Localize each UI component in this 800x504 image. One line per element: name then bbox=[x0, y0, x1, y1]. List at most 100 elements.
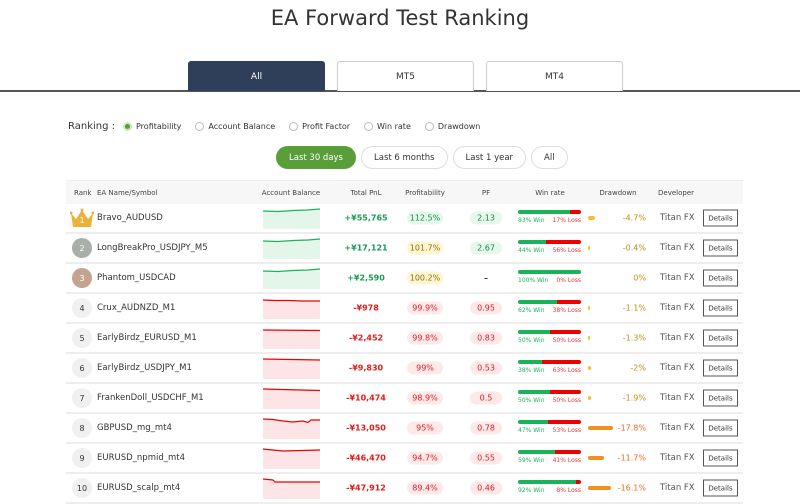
details-button[interactable]: Details bbox=[703, 419, 738, 437]
win-label: 50% Win bbox=[518, 337, 545, 344]
win-label: 47% Win bbox=[518, 427, 545, 434]
profitability-badge: 99.9% bbox=[407, 301, 443, 315]
radio-label: Profit Factor bbox=[302, 122, 351, 131]
col-profitability: Profitability bbox=[405, 188, 445, 197]
details-button[interactable]: Details bbox=[703, 449, 738, 467]
table-row[interactable]: 4 Crux_AUDNZD_M1 -¥978 99.9% 0.95 62% Wi… bbox=[66, 294, 743, 324]
loss-fill bbox=[549, 390, 581, 394]
period-button-last-1-year[interactable]: Last 1 year bbox=[452, 146, 527, 169]
tab-mt4[interactable]: MT4 bbox=[486, 61, 623, 91]
details-button[interactable]: Details bbox=[703, 269, 738, 287]
ea-name[interactable]: FrankenDoll_USDCHF_M1 bbox=[97, 393, 204, 403]
ranking-option-profit-factor[interactable]: Profit Factor bbox=[289, 122, 350, 131]
details-button[interactable]: Details bbox=[703, 209, 738, 227]
ea-name[interactable]: Crux_AUDNZD_M1 bbox=[97, 303, 176, 313]
radio-label: Profitability bbox=[136, 122, 182, 131]
drawdown-value: 0% bbox=[633, 273, 646, 283]
win-fill bbox=[518, 270, 581, 274]
table-row[interactable]: 2 LongBreakPro_USDJPY_M5 +¥17,121 101.7%… bbox=[66, 234, 743, 264]
radio-label: Account Balance bbox=[208, 122, 276, 131]
pf-badge: 0.5 bbox=[470, 391, 502, 405]
developer: Titan FX bbox=[660, 363, 695, 373]
table-row[interactable]: 3 Phantom_USDCAD +¥2,590 100.2% – 100% W… bbox=[66, 264, 743, 294]
ea-name[interactable]: EURUSD_scalp_mt4 bbox=[97, 483, 181, 493]
win-label: 44% Win bbox=[518, 247, 545, 254]
balance-sparkline bbox=[263, 358, 320, 379]
win-rate-bar bbox=[518, 300, 581, 304]
details-button[interactable]: Details bbox=[703, 479, 738, 497]
win-rate: 38% Win 63% Loss bbox=[518, 358, 581, 378]
ranking-option-win-rate[interactable]: Win rate bbox=[364, 122, 411, 131]
radio-icon[interactable] bbox=[289, 122, 299, 131]
balance-sparkline bbox=[263, 388, 320, 409]
win-rate-bar bbox=[518, 270, 581, 274]
details-button[interactable]: Details bbox=[703, 239, 738, 257]
developer: Titan FX bbox=[660, 243, 695, 253]
table-row[interactable]: 5 EarlyBirdz_EURUSD_M1 -¥2,452 99.8% 0.8… bbox=[66, 324, 743, 354]
tab-mt5[interactable]: MT5 bbox=[337, 61, 474, 91]
total-pnl: -¥978 bbox=[353, 303, 379, 313]
table-row[interactable]: 7 FrankenDoll_USDCHF_M1 -¥10,474 98.9% 0… bbox=[66, 384, 743, 414]
table-row[interactable]: 8 GBPUSD_mg_mt4 -¥13,050 95% 0.78 47% Wi… bbox=[66, 414, 743, 444]
developer: Titan FX bbox=[660, 333, 695, 343]
col-pf: PF bbox=[481, 188, 491, 197]
radio-icon[interactable] bbox=[364, 122, 374, 131]
ranking-option-account-balance[interactable]: Account Balance bbox=[195, 122, 275, 131]
ranking-option-profitability[interactable]: Profitability bbox=[123, 122, 181, 131]
win-rate-bar bbox=[518, 210, 581, 214]
details-button[interactable]: Details bbox=[703, 299, 738, 317]
ea-name[interactable]: LongBreakPro_USDJPY_M5 bbox=[97, 243, 208, 253]
ea-name[interactable]: Phantom_USDCAD bbox=[97, 273, 176, 283]
win-rate-bar bbox=[518, 240, 581, 244]
developer: Titan FX bbox=[660, 303, 695, 313]
pf-badge: 0.53 bbox=[470, 361, 502, 375]
table-row[interactable]: 6 EarlyBirdz_USDJPY_M1 -¥9,830 99% 0.53 … bbox=[66, 354, 743, 384]
win-label: 83% Win bbox=[518, 217, 545, 224]
pf-badge: 2.13 bbox=[470, 211, 502, 225]
period-button-last-6-months[interactable]: Last 6 months bbox=[361, 146, 448, 169]
profitability-badge: 112.5% bbox=[407, 211, 443, 225]
radio-icon[interactable] bbox=[424, 122, 434, 131]
ranking-option-drawdown[interactable]: Drawdown bbox=[424, 122, 480, 131]
tab-all[interactable]: All bbox=[188, 61, 325, 91]
crown-icon bbox=[70, 208, 94, 227]
win-rate-bar bbox=[518, 390, 581, 394]
drawdown-value: -2% bbox=[630, 363, 646, 373]
table-row[interactable]: 1 Bravo_AUDUSD +¥55,765 112.5% 2.13 83% … bbox=[66, 204, 743, 234]
developer: Titan FX bbox=[660, 393, 695, 403]
details-button[interactable]: Details bbox=[703, 329, 738, 347]
ea-name[interactable]: GBPUSD_mg_mt4 bbox=[97, 423, 172, 433]
ea-name[interactable]: EarlyBirdz_USDJPY_M1 bbox=[97, 363, 192, 373]
radio-icon[interactable] bbox=[195, 122, 205, 131]
period-filter: Last 30 days Last 6 months Last 1 year All bbox=[276, 146, 573, 169]
drawdown-value: -1.9% bbox=[622, 393, 646, 403]
win-rate-bar bbox=[518, 450, 581, 454]
loss-fill bbox=[557, 300, 581, 304]
win-fill bbox=[518, 390, 550, 394]
win-fill bbox=[518, 420, 548, 424]
table-row[interactable]: 9 EURUSD_npmid_mt4 -¥46,470 94.7% 0.55 5… bbox=[66, 444, 743, 474]
loss-label: 17% Loss bbox=[552, 217, 581, 224]
radio-icon[interactable] bbox=[123, 122, 132, 131]
profitability-badge: 101.7% bbox=[407, 241, 443, 255]
drawdown-value: -1.3% bbox=[622, 333, 646, 343]
ea-name[interactable]: Bravo_AUDUSD bbox=[97, 213, 163, 223]
ea-name[interactable]: EarlyBirdz_EURUSD_M1 bbox=[97, 333, 197, 343]
win-rate: 100% Win 0% Loss bbox=[518, 268, 581, 288]
loss-fill bbox=[541, 360, 581, 364]
rank-badge: 4 bbox=[72, 298, 92, 318]
drawdown-bar bbox=[588, 396, 591, 400]
win-rate: 44% Win 56% Loss bbox=[518, 238, 581, 258]
win-fill bbox=[518, 360, 542, 364]
loss-label: 53% Loss bbox=[552, 427, 581, 434]
details-button[interactable]: Details bbox=[703, 389, 738, 407]
ranking-label: Ranking : bbox=[68, 121, 115, 132]
col-name: EA Name/Symbol bbox=[97, 188, 158, 197]
loss-label: 56% Loss bbox=[552, 247, 581, 254]
period-button-all[interactable]: All bbox=[531, 146, 568, 169]
details-button[interactable]: Details bbox=[703, 359, 738, 377]
period-button-last-30-days[interactable]: Last 30 days bbox=[276, 146, 356, 169]
ea-name[interactable]: EURUSD_npmid_mt4 bbox=[97, 453, 186, 463]
loss-label: 50% Loss bbox=[552, 337, 581, 344]
rank-badge: 8 bbox=[72, 418, 92, 438]
